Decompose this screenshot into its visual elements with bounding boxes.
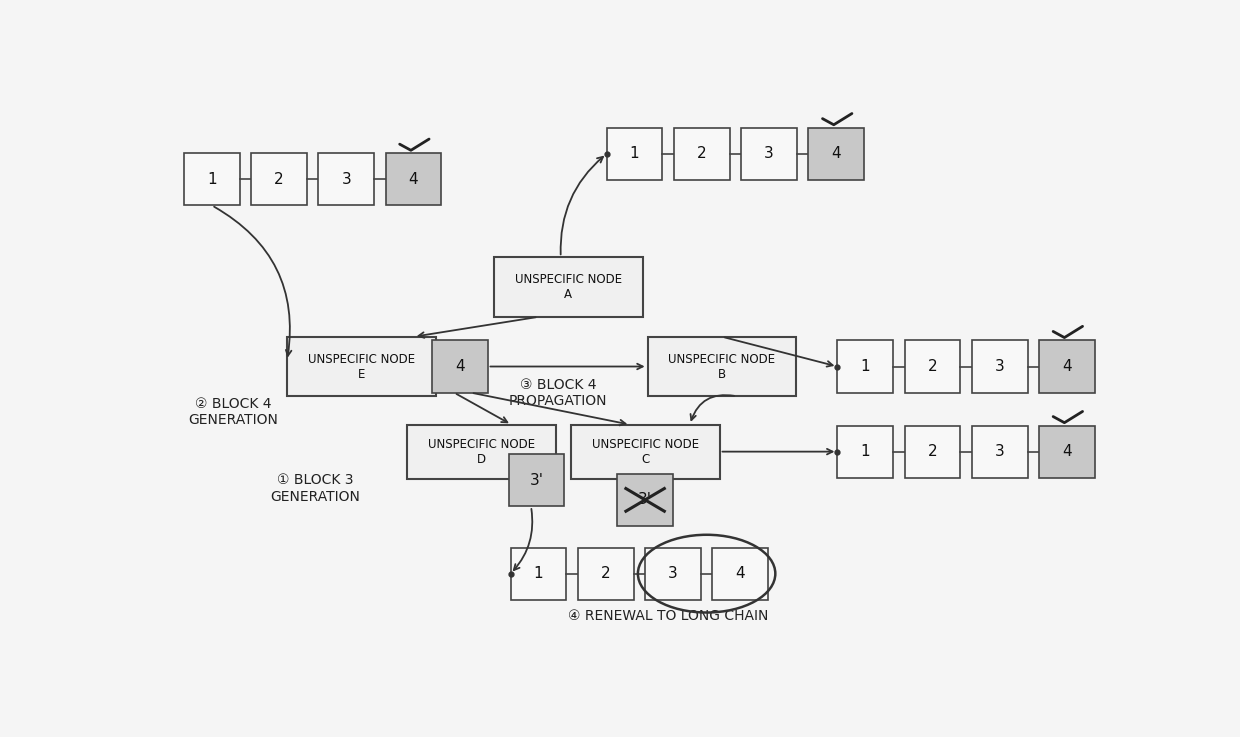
Bar xyxy=(742,128,797,180)
Text: 2: 2 xyxy=(928,444,937,459)
Text: ② BLOCK 4
GENERATION: ② BLOCK 4 GENERATION xyxy=(188,397,279,427)
Text: 2: 2 xyxy=(601,566,610,581)
Text: UNSPECIFIC NODE
C: UNSPECIFIC NODE C xyxy=(591,438,698,466)
Bar xyxy=(578,548,634,600)
Bar xyxy=(288,337,436,397)
Bar xyxy=(407,425,557,478)
Text: 3: 3 xyxy=(994,444,1004,459)
Text: UNSPECIFIC NODE
B: UNSPECIFIC NODE B xyxy=(668,352,775,380)
Text: 4: 4 xyxy=(832,146,841,161)
Bar xyxy=(645,548,701,600)
Bar xyxy=(675,128,729,180)
Text: 3: 3 xyxy=(994,359,1004,374)
Bar xyxy=(972,340,1028,393)
Bar xyxy=(386,153,441,206)
Bar xyxy=(494,257,642,317)
Text: ④ RENEWAL TO LONG CHAIN: ④ RENEWAL TO LONG CHAIN xyxy=(568,609,769,624)
Bar xyxy=(570,425,719,478)
Text: 4: 4 xyxy=(455,359,465,374)
Text: 1: 1 xyxy=(630,146,640,161)
Bar xyxy=(837,340,893,393)
Bar xyxy=(250,153,306,206)
Bar xyxy=(618,474,673,526)
Text: 4: 4 xyxy=(1063,359,1071,374)
Text: 3': 3' xyxy=(529,472,543,487)
Text: 2: 2 xyxy=(274,172,284,186)
Bar xyxy=(1039,340,1095,393)
Bar xyxy=(647,337,796,397)
Bar xyxy=(511,548,567,600)
Text: 3: 3 xyxy=(764,146,774,161)
Text: 2: 2 xyxy=(928,359,937,374)
Text: 1: 1 xyxy=(861,359,870,374)
Text: 3: 3 xyxy=(341,172,351,186)
Text: 4: 4 xyxy=(735,566,745,581)
Bar xyxy=(808,128,864,180)
Bar xyxy=(606,128,662,180)
Text: 1: 1 xyxy=(533,566,543,581)
Bar xyxy=(713,548,768,600)
Bar xyxy=(184,153,239,206)
Text: ③ BLOCK 4
PROPAGATION: ③ BLOCK 4 PROPAGATION xyxy=(508,378,608,408)
Text: UNSPECIFIC NODE
A: UNSPECIFIC NODE A xyxy=(515,273,621,301)
Bar xyxy=(1039,425,1095,478)
Text: 4: 4 xyxy=(1063,444,1071,459)
Bar xyxy=(972,425,1028,478)
Bar xyxy=(905,340,960,393)
Text: 3: 3 xyxy=(668,566,678,581)
Bar xyxy=(837,425,893,478)
Text: 1: 1 xyxy=(207,172,217,186)
Text: 1: 1 xyxy=(861,444,870,459)
Text: 4: 4 xyxy=(409,172,418,186)
Bar xyxy=(432,340,487,393)
Text: ① BLOCK 3
GENERATION: ① BLOCK 3 GENERATION xyxy=(270,473,360,503)
Text: 3': 3' xyxy=(639,492,652,507)
Text: UNSPECIFIC NODE
E: UNSPECIFIC NODE E xyxy=(308,352,415,380)
Bar xyxy=(319,153,374,206)
Text: 2: 2 xyxy=(697,146,707,161)
Bar xyxy=(508,454,564,506)
Bar xyxy=(905,425,960,478)
Text: UNSPECIFIC NODE
D: UNSPECIFIC NODE D xyxy=(428,438,536,466)
